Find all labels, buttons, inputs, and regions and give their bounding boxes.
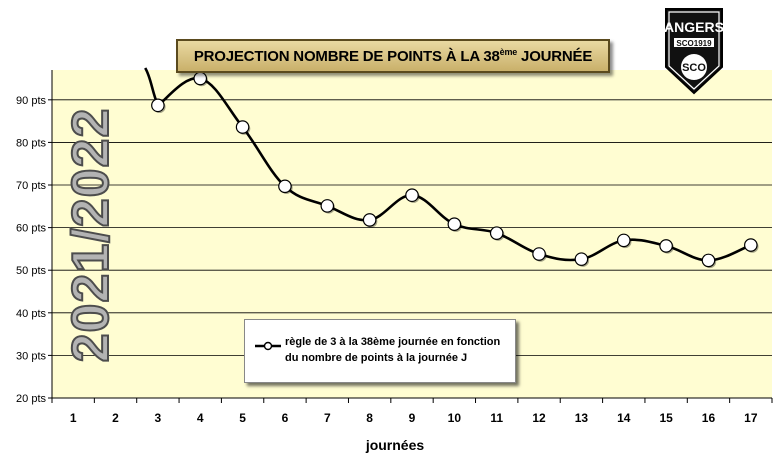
data-point: [320, 199, 335, 213]
angers-sco-logo: ANGERS SCO1919 SCO: [658, 5, 730, 97]
data-point: [744, 238, 758, 252]
x-tick-label: 5: [239, 411, 246, 425]
season-text: 2021/2022: [62, 108, 120, 363]
logo-subtitle: SCO1919: [676, 39, 712, 48]
y-tick-label: 50 pts: [16, 265, 46, 277]
data-point: [278, 179, 292, 194]
data-point: [574, 252, 589, 266]
x-tick-label: 16: [702, 411, 716, 425]
x-tick-label: 11: [490, 411, 503, 425]
series-line: [144, 67, 752, 262]
season-label: 2021/2022: [40, 70, 132, 400]
x-tick-label: 17: [744, 411, 758, 425]
data-point: [616, 233, 631, 248]
y-tick-label: 20 pts: [16, 393, 46, 405]
chart-title-text: PROJECTION NOMBRE DE POINTS À LA 38ème J…: [193, 47, 593, 65]
y-tick-label: 80 pts: [16, 137, 46, 149]
x-tick-label: 1: [70, 411, 77, 425]
y-tick-labels: 20 pts 30 pts 40 pts 50 pts 60 pts 70 pts 80 p…: [16, 95, 46, 405]
data-point: [659, 239, 673, 253]
legend-label: règle de 3 à la 38ème journée en fonctio…: [285, 336, 501, 364]
x-tick-label: 12: [532, 411, 546, 425]
y-tick-label: 60 pts: [16, 223, 46, 235]
x-tick-label: 7: [324, 411, 331, 425]
logo-monogram: SCO: [682, 62, 706, 74]
data-point: [405, 188, 419, 203]
data-point: [193, 71, 208, 86]
y-tick-label: 40 pts: [16, 308, 46, 320]
axes: [51, 70, 773, 403]
x-axis-title: journées: [365, 437, 425, 453]
x-tick-labels: 1 2 3 4 5 6 7 8 9 10 11 12 13 14 15 16 17: [70, 411, 758, 425]
chart-title: PROJECTION NOMBRE DE POINTS À LA 38ème J…: [176, 39, 610, 73]
x-tick-label: 15: [659, 411, 673, 425]
x-tick-label: 9: [409, 411, 416, 425]
x-tick-label: 4: [197, 411, 204, 425]
data-point: [151, 98, 165, 113]
data-point: [701, 253, 716, 268]
data-point: [532, 247, 546, 261]
x-tick-label: 8: [366, 411, 373, 425]
data-point: [489, 226, 504, 240]
y-tick-label: 70 pts: [16, 180, 46, 192]
x-tick-label: 13: [575, 411, 589, 425]
y-tick-label: 30 pts: [16, 350, 46, 362]
data-point: [447, 217, 462, 232]
legend: règle de 3 à la 38ème journée en fonctio…: [244, 319, 516, 383]
logo-name: ANGERS: [664, 19, 724, 35]
y-tick-label: 90 pts: [16, 95, 46, 107]
data-point: [362, 213, 377, 227]
legend-line-marker-icon: [255, 341, 281, 351]
x-tick-label: 14: [617, 411, 631, 425]
x-tick-label: 10: [448, 411, 462, 425]
x-tick-label: 2: [112, 411, 119, 425]
data-point: [235, 120, 250, 134]
data-markers: [151, 71, 759, 269]
x-tick-label: 6: [282, 411, 289, 425]
x-tick-label: 3: [155, 411, 162, 425]
